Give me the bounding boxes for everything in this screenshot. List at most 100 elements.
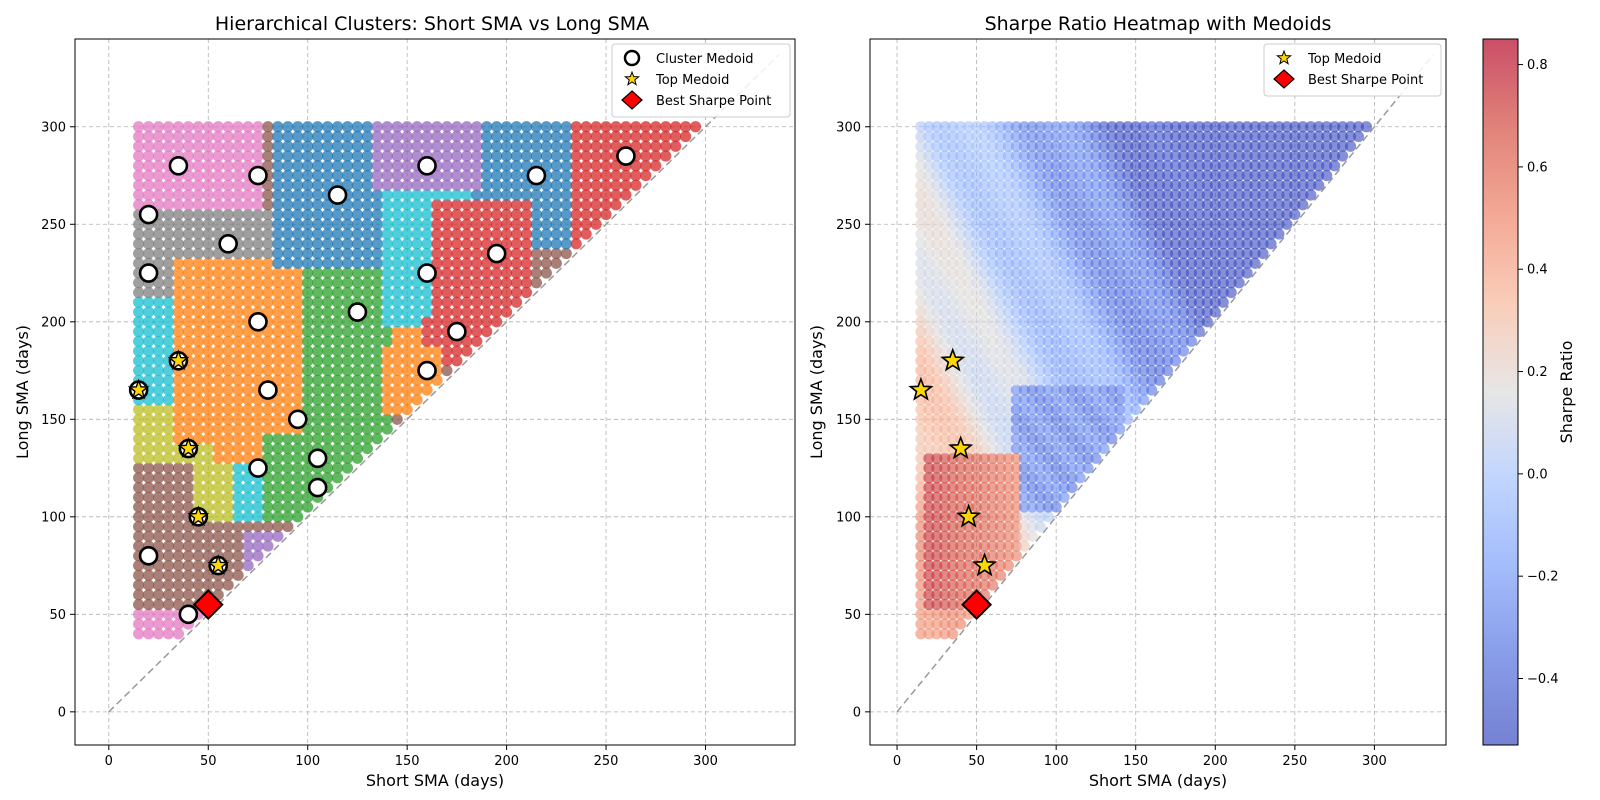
cluster-point	[481, 179, 493, 191]
cluster-point	[530, 257, 543, 269]
sharpe-point	[1034, 296, 1046, 308]
cluster-point	[252, 228, 264, 240]
sharpe-point	[1185, 316, 1198, 328]
cluster-point	[351, 189, 364, 201]
cluster-point	[630, 179, 642, 191]
sharpe-point	[1241, 247, 1253, 260]
cluster-point	[182, 121, 194, 133]
sharpe-point	[1082, 413, 1094, 425]
sharpe-point	[1161, 189, 1174, 201]
colorbar-tick-label: 0.8	[1527, 58, 1548, 73]
cluster-point	[133, 296, 145, 308]
cluster-point	[351, 403, 364, 416]
cluster-point	[202, 345, 214, 357]
cluster-point	[491, 199, 503, 211]
x-tick-label: 150	[395, 754, 420, 769]
sharpe-point	[955, 306, 967, 318]
sharpe-point	[971, 550, 983, 562]
top-medoid-marker	[956, 503, 982, 528]
sharpe-point	[971, 208, 983, 221]
sharpe-point	[939, 257, 951, 269]
sharpe-point	[1209, 199, 1221, 211]
cluster-point	[272, 160, 284, 172]
cluster-point	[491, 218, 503, 230]
sharpe-point	[1034, 413, 1046, 425]
cluster-point	[331, 306, 344, 318]
sharpe-point	[955, 472, 967, 484]
cluster-point	[292, 335, 304, 347]
sharpe-point	[994, 179, 1007, 191]
sharpe-point	[1098, 394, 1110, 406]
sharpe-point	[931, 618, 943, 630]
sharpe-point	[1114, 335, 1126, 347]
cluster-point	[142, 423, 155, 435]
medoid-marker	[248, 311, 268, 332]
sharpe-point	[1098, 306, 1110, 318]
sharpe-point	[1106, 423, 1118, 435]
cluster-point	[262, 257, 274, 269]
cluster-point	[391, 218, 403, 230]
sharpe-point	[1058, 218, 1070, 230]
cluster-point	[331, 452, 344, 464]
sharpe-point	[1058, 286, 1070, 299]
cluster-point	[272, 199, 284, 211]
sharpe-point	[1265, 208, 1277, 221]
sharpe-point	[923, 199, 935, 211]
sharpe-point	[1114, 208, 1126, 221]
sharpe-point	[1026, 481, 1038, 494]
cluster-point	[312, 228, 324, 240]
cluster-point	[142, 179, 155, 191]
cluster-point	[371, 228, 383, 240]
sharpe-point	[986, 374, 999, 386]
sharpe-point	[1034, 218, 1046, 230]
cluster-point	[133, 559, 145, 572]
sharpe-point	[1034, 169, 1046, 182]
sharpe-point	[923, 481, 935, 494]
sharpe-point	[1161, 335, 1174, 347]
cluster-point	[162, 608, 175, 620]
sharpe-point	[1082, 257, 1094, 269]
cluster-point	[451, 306, 463, 318]
cluster-point	[600, 189, 612, 201]
sharpe-point	[1289, 130, 1301, 143]
sharpe-point	[1058, 150, 1070, 162]
sharpe-point	[1114, 189, 1126, 201]
sharpe-point	[986, 286, 999, 299]
cluster-point	[401, 257, 413, 269]
sharpe-point	[955, 179, 967, 191]
sharpe-point	[1026, 286, 1038, 299]
cluster-point	[252, 140, 264, 152]
sharpe-point	[1281, 160, 1293, 172]
sharpe-point	[1201, 238, 1213, 250]
sharpe-point	[1002, 267, 1015, 279]
sharpe-point	[1130, 208, 1142, 221]
sharpe-point	[1114, 364, 1126, 377]
sharpe-point	[923, 257, 935, 269]
sharpe-point	[1122, 394, 1134, 406]
cluster-point	[341, 121, 354, 133]
cluster-point	[560, 121, 572, 133]
sharpe-point	[1138, 228, 1150, 240]
sharpe-point	[978, 520, 991, 533]
sharpe-point	[986, 442, 999, 455]
sharpe-point	[955, 208, 967, 221]
sharpe-point	[955, 501, 967, 513]
cluster-point	[142, 286, 155, 299]
sharpe-point	[1249, 160, 1261, 172]
sharpe-point	[1297, 160, 1309, 172]
cluster-point	[133, 325, 145, 338]
sharpe-point	[1265, 199, 1277, 211]
cluster-point	[331, 403, 344, 416]
cluster-point	[192, 267, 204, 279]
cluster-point	[351, 384, 364, 396]
sharpe-point	[1018, 228, 1030, 240]
sharpe-point	[1329, 130, 1341, 143]
cluster-point	[361, 179, 373, 191]
cluster-point	[361, 403, 373, 416]
cluster-point	[232, 540, 244, 552]
cluster-point	[133, 452, 145, 464]
cluster-point	[550, 199, 562, 211]
cluster-point	[550, 218, 562, 230]
cluster-point	[302, 335, 314, 347]
sharpe-point	[1201, 286, 1213, 299]
